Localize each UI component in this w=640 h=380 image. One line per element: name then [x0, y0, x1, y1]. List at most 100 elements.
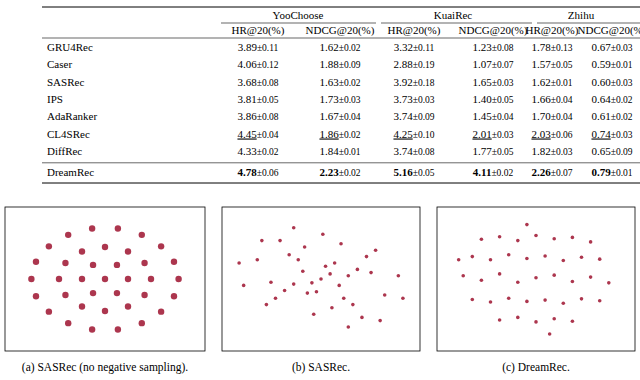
cell: 1.40±0.05	[472, 93, 513, 105]
point	[102, 276, 108, 282]
point	[171, 259, 177, 265]
cell: 1.45±0.04	[472, 110, 513, 122]
point	[356, 268, 360, 272]
method-name: AdaRanker	[47, 110, 97, 122]
point	[543, 298, 547, 302]
cell-mean: 4.45	[237, 128, 257, 140]
method-name: DiffRec	[47, 145, 82, 157]
point	[292, 226, 296, 230]
point	[516, 239, 520, 243]
cell-mean: 0.60	[591, 76, 611, 88]
cell-std: ±0.02	[611, 112, 633, 122]
cell-std: ±0.02	[257, 147, 279, 157]
cell: 1.73±0.03	[319, 93, 360, 105]
point	[141, 292, 147, 298]
cell-std: ±0.02	[339, 78, 361, 88]
point	[62, 260, 68, 266]
group-header: YooChoose	[273, 9, 324, 21]
point	[306, 291, 310, 295]
cell-mean: 1.82	[531, 145, 550, 157]
point	[139, 320, 145, 326]
panel-frame	[5, 207, 205, 351]
cell: 1.63±0.02	[319, 76, 360, 88]
cell: 3.32±0.11	[394, 41, 435, 53]
point	[507, 253, 511, 257]
point	[46, 308, 52, 314]
cell-mean: 3.81	[237, 93, 256, 105]
figure: YooChooseKuaiRecZhihuHR@20(%)NDCG@20(%)H…	[0, 0, 640, 380]
cell-std: ±0.02	[339, 43, 361, 53]
cell: 3.81±0.05	[237, 93, 278, 105]
point	[534, 276, 538, 280]
cell-mean: 4.33	[237, 145, 257, 157]
cell-mean: 1.67	[319, 110, 339, 122]
cell-std: ±0.04	[551, 112, 573, 122]
point	[312, 312, 316, 316]
point	[319, 277, 323, 281]
cell: 2.26±0.07	[531, 166, 572, 178]
cell: 1.82±0.03	[531, 145, 572, 157]
point	[301, 270, 305, 274]
cell-std: ±0.05	[551, 60, 573, 70]
group-header: KuaiRec	[434, 9, 473, 21]
cell: 3.86±0.08	[237, 110, 278, 122]
cell: 1.70±0.04	[531, 110, 572, 122]
cell-mean: 3.74	[393, 145, 413, 157]
cell-mean: 4.11	[473, 166, 492, 178]
cell: 3.74±0.08	[393, 145, 434, 157]
cell-mean: 1.57	[531, 58, 551, 70]
cell-std: ±0.06	[551, 130, 573, 140]
cell-std: ±0.13	[551, 43, 573, 53]
point	[114, 290, 120, 296]
point	[46, 243, 52, 249]
cell-std: ±0.05	[492, 147, 514, 157]
caption: (c) DreamRec.	[502, 361, 570, 374]
point	[56, 276, 62, 282]
point	[471, 298, 475, 302]
cell-std: ±0.01	[551, 78, 573, 88]
cell: 0.64±0.02	[591, 93, 632, 105]
cell-mean: 2.88	[393, 58, 413, 70]
panel-frame	[437, 207, 635, 351]
cell-std: ±0.03	[551, 147, 573, 157]
cell-mean: 4.25	[393, 128, 413, 140]
cell: 1.67±0.04	[319, 110, 360, 122]
cell-std: ±0.07	[492, 60, 514, 70]
method-name: DreamRec	[47, 166, 94, 178]
cell-std: ±0.02	[339, 168, 361, 178]
cell-std: ±0.03	[611, 130, 633, 140]
cell-std: ±0.04	[492, 112, 514, 122]
cell-std: ±0.05	[413, 168, 435, 178]
point	[287, 253, 291, 257]
point	[333, 261, 337, 265]
point	[378, 319, 382, 323]
point	[525, 257, 529, 261]
cell: 0.61±0.02	[591, 110, 632, 122]
point	[65, 232, 71, 238]
cell: 0.67±0.03	[591, 41, 632, 53]
cell: 3.89±0.11	[238, 41, 279, 53]
point	[374, 248, 378, 252]
cell-std: ±0.03	[339, 95, 361, 105]
point	[498, 235, 502, 239]
method-name: GRU4Rec	[47, 41, 93, 53]
point	[580, 255, 584, 259]
point	[115, 225, 121, 231]
point	[62, 292, 68, 298]
cell: 1.62±0.02	[319, 41, 360, 53]
cell: 1.62±0.01	[531, 76, 572, 88]
cell: 5.16±0.05	[393, 166, 434, 178]
point	[79, 303, 85, 309]
cell-mean: 1.88	[319, 58, 339, 70]
point	[274, 296, 278, 300]
cell-std: ±0.03	[611, 43, 633, 53]
cell-mean: 2.01	[472, 128, 491, 140]
cell-mean: 0.65	[591, 145, 611, 157]
point	[589, 275, 593, 279]
point	[401, 296, 405, 300]
point	[315, 290, 319, 294]
point	[507, 296, 511, 300]
point	[303, 245, 307, 249]
cell: 1.77±0.05	[472, 145, 513, 157]
point	[242, 284, 246, 288]
